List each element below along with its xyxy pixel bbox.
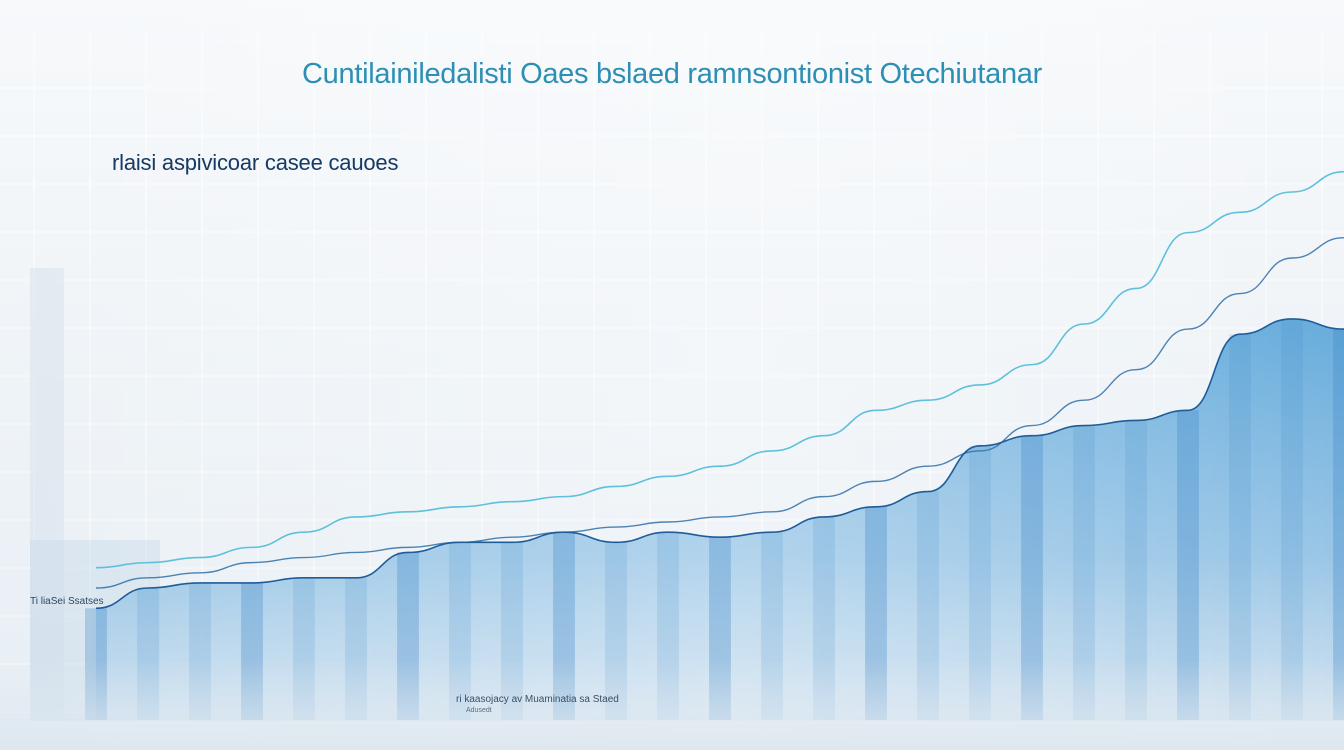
side-annotation: Ti liaSei Ssatses: [30, 596, 104, 607]
axis-caption-sub: Adusedt: [466, 707, 492, 714]
bar-col: [1229, 334, 1251, 720]
line-series-2: [95, 236, 1344, 589]
bar-col: [1021, 435, 1043, 720]
bar-col: [1125, 420, 1147, 720]
line-series-1: [95, 170, 1344, 569]
area-outline: [95, 318, 1344, 610]
bar-col: [1281, 318, 1303, 720]
line-series: [95, 170, 1344, 610]
bar-col: [1333, 329, 1344, 720]
floor-fade: [0, 660, 1344, 750]
bar-col: [1073, 425, 1095, 720]
bar-col: [969, 445, 991, 720]
chart-subtitle: rlaisi aspivicoar casee cauoes: [112, 150, 399, 175]
axis-caption: ri kaasojacy av Muaminatia sa Staed: [456, 694, 619, 705]
chart-title: Cuntilainiledalisti Oaes bslaed ramnsont…: [302, 58, 1042, 90]
bar-col: [1177, 410, 1199, 720]
